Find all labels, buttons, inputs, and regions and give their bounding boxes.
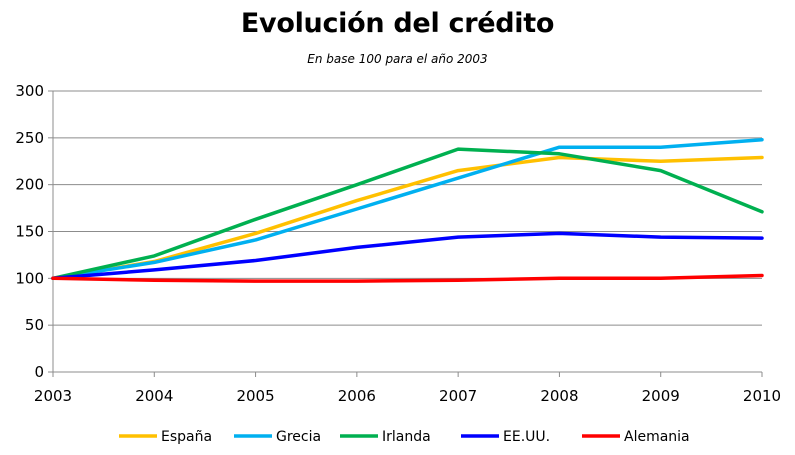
legend-item-irlanda: Irlanda: [340, 429, 431, 445]
x-tick-label: 2007: [439, 387, 477, 405]
x-tick-label: 2004: [135, 387, 173, 405]
series-line-grecia: [51, 137, 764, 281]
series-lines: [51, 137, 764, 283]
series-line-españa: [51, 155, 764, 281]
series-line-irlanda: [51, 147, 764, 281]
y-tick-label: 300: [15, 82, 44, 100]
legend-label: Alemania: [624, 429, 690, 445]
axes: [48, 90, 763, 377]
legend-item-españa: España: [119, 429, 212, 445]
x-tick-label: 2010: [743, 387, 781, 405]
y-tick-label: 250: [15, 129, 44, 147]
x-tick-label: 2009: [642, 387, 680, 405]
y-tick-labels: 0 50 100 150 200 250 300: [15, 82, 44, 381]
legend-label: EE.UU.: [503, 429, 550, 445]
x-tick-label: 2003: [34, 387, 72, 405]
y-tick-label: 50: [25, 316, 44, 334]
y-tick-label: 0: [34, 363, 44, 381]
chart-subtitle: En base 100 para el año 2003: [307, 52, 488, 66]
chart-title: Evolución del crédito: [240, 8, 555, 39]
y-tick-label: 200: [15, 176, 44, 194]
legend-item-alemania: Alemania: [582, 429, 690, 445]
legend-label: Irlanda: [382, 429, 431, 445]
legend: España Grecia Irlanda EE.UU. Alemania: [119, 429, 690, 445]
x-tick-label: 2008: [540, 387, 578, 405]
legend-label: España: [161, 429, 212, 445]
series-line-ee-uu: [51, 231, 764, 281]
series-line-alemania: [51, 273, 764, 283]
y-tick-label: 150: [15, 223, 44, 241]
x-tick-labels: 2003 2004 2005 2006 2007 2008 2009 2010: [34, 387, 781, 405]
legend-item-grecia: Grecia: [234, 429, 321, 445]
x-tick-label: 2006: [338, 387, 376, 405]
grid-lines: [53, 90, 762, 326]
y-tick-label: 100: [15, 269, 44, 287]
legend-item-ee-uu: EE.UU.: [461, 429, 550, 445]
x-tick-label: 2005: [236, 387, 274, 405]
legend-label: Grecia: [276, 429, 321, 445]
